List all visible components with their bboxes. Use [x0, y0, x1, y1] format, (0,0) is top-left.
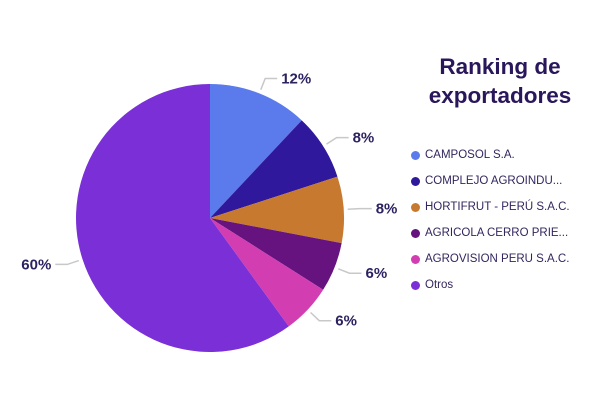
legend-item-agricola[interactable]: AGRICOLA CERRO PRIE...: [411, 220, 570, 246]
callout-line: [310, 311, 332, 322]
legend-label: Otros: [425, 279, 454, 291]
callout-label: 8%: [353, 130, 375, 147]
pie-slice-4[interactable]: [210, 218, 324, 327]
legend-marker-icon: [411, 176, 420, 186]
callout-label: 6%: [366, 265, 388, 282]
legend-marker-icon: [411, 202, 420, 212]
callout-line: [55, 259, 80, 266]
legend-label: CAMPOSOL S.A.: [425, 149, 515, 161]
callout-line: [338, 268, 362, 274]
pie-chart: 12% 8% 8% 6% 6% 60%: [21, 71, 398, 352]
callout-label: 60%: [21, 256, 51, 273]
pie-slice-1[interactable]: [210, 120, 338, 218]
legend-item-hortifrut[interactable]: HORTIFRUT - PERÚ S.A.C.: [411, 194, 570, 220]
callout-label: 12%: [281, 71, 311, 88]
legend-label: COMPLEJO AGROINDU...: [425, 175, 563, 187]
legend-label: HORTIFRUT - PERÚ S.A.C.: [425, 201, 570, 213]
callout-line: [326, 136, 349, 145]
pie-slice-3[interactable]: [210, 218, 342, 290]
legend-item-agrovision[interactable]: AGROVISION PERU S.A.C.: [411, 246, 570, 272]
pie-slice-2[interactable]: [210, 176, 345, 244]
legend-label: AGRICOLA CERRO PRIE...: [425, 227, 569, 239]
chart-title: Ranking de exportadores: [428, 54, 572, 109]
callout-label: 8%: [376, 201, 398, 218]
callout-line: [260, 77, 278, 90]
pie-slice-0[interactable]: [210, 84, 302, 218]
callout-label: 6%: [335, 313, 357, 330]
legend-label: AGROVISION PERU S.A.C.: [425, 253, 570, 265]
legend-item-complejo[interactable]: COMPLEJO AGROINDU...: [411, 168, 570, 194]
callout-line: [347, 207, 372, 211]
legend-item-otros[interactable]: Otros: [411, 272, 570, 298]
legend-marker-icon: [411, 228, 420, 238]
pie-slice-5[interactable]: [75, 84, 289, 352]
legend-item-camposol[interactable]: CAMPOSOL S.A.: [411, 142, 570, 168]
legend-marker-icon: [411, 280, 420, 290]
legend: CAMPOSOL S.A. COMPLEJO AGROINDU... HORTI…: [411, 142, 570, 298]
legend-marker-icon: [411, 150, 420, 160]
legend-marker-icon: [411, 254, 420, 264]
